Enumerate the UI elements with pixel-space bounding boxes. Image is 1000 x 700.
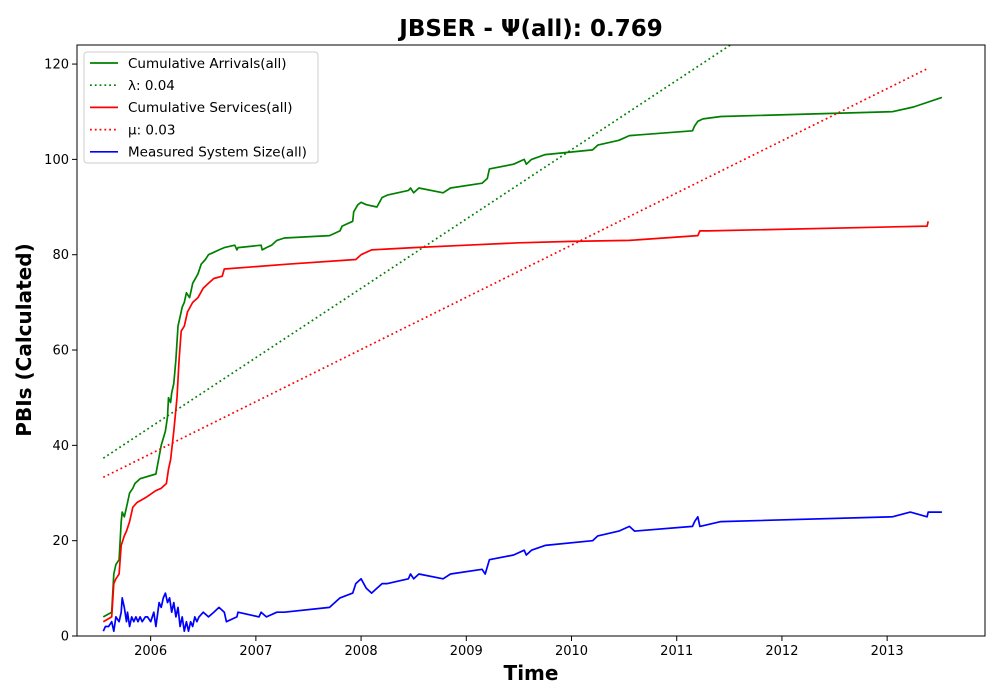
- x-tick-label: 2009: [450, 644, 483, 659]
- x-tick-label: 2006: [134, 644, 167, 659]
- legend: Cumulative Arrivals(all) λ: 0.04 Cumulativ…: [83, 51, 319, 164]
- y-axis-label: PBIs (Calculated): [12, 243, 36, 436]
- x-tick-label: 2012: [765, 644, 798, 659]
- x-axis-label: Time: [504, 661, 559, 685]
- y-tick-label: 120: [44, 58, 69, 73]
- y-tick-label: 40: [52, 439, 69, 454]
- legend-label: Measured System Size(all): [128, 145, 307, 161]
- legend-label: λ: 0.04: [128, 78, 175, 94]
- series-layer: [102, 45, 943, 633]
- series-line-0-04: [102, 45, 731, 459]
- series-line-cumulative-services-all: [102, 221, 930, 623]
- y-tick-label: 80: [52, 248, 69, 263]
- x-tick-label: 2013: [871, 644, 904, 659]
- x-tick-label: 2007: [239, 644, 272, 659]
- chart-title: JBSER - Ψ(all): 0.769: [397, 16, 662, 42]
- y-tick-label: 0: [61, 630, 69, 645]
- plot-frame: [76, 44, 986, 637]
- legend-label: Cumulative Arrivals(all): [128, 56, 287, 72]
- x-axis: 2006 2007 2008 2009 2010 2011 2012 2013: [134, 636, 904, 659]
- y-axis: 0 20 40 60 80 100 120: [44, 58, 77, 645]
- y-tick-label: 100: [44, 153, 69, 168]
- x-tick-label: 2010: [555, 644, 588, 659]
- series-line-cumulative-arrivals-all: [102, 96, 943, 618]
- x-tick-label: 2011: [660, 644, 693, 659]
- legend-label: μ: 0.03: [128, 122, 176, 138]
- legend-box: [83, 51, 319, 164]
- series-line-measured-system-size-all: [102, 511, 942, 633]
- y-tick-label: 60: [52, 344, 69, 359]
- legend-label: Cumulative Services(all): [128, 100, 293, 116]
- x-tick-label: 2008: [345, 644, 378, 659]
- y-tick-label: 20: [52, 534, 69, 549]
